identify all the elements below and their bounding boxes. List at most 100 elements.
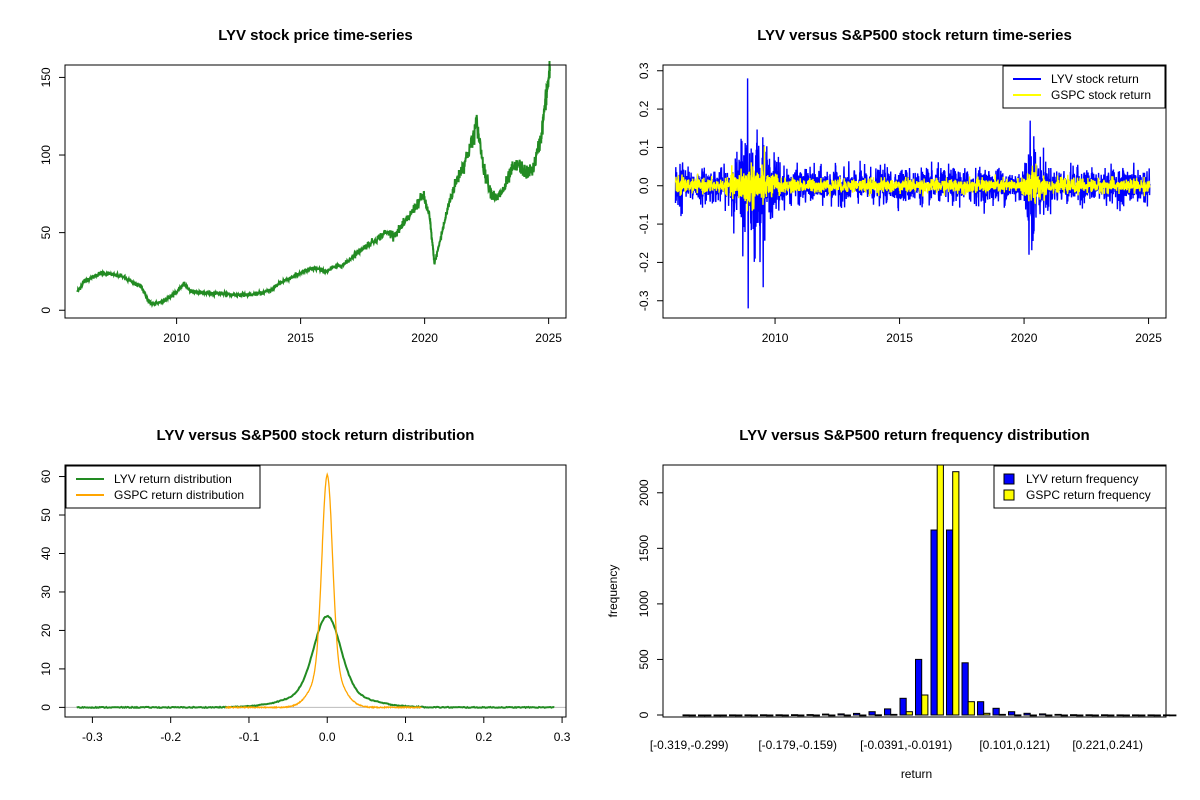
y-tick-label: 10	[39, 662, 53, 676]
lyv-frequency-bar	[822, 713, 830, 716]
lyv-frequency-bar	[1101, 714, 1109, 717]
gspc-frequency-bar	[1014, 714, 1022, 717]
plot-frame	[662, 64, 1167, 319]
gspc-density-line	[224, 472, 422, 710]
x-tick-label: [-0.179,-0.159)	[758, 738, 837, 752]
gspc-frequency-bar	[1076, 714, 1084, 717]
lyv-frequency-bar	[713, 714, 721, 717]
gspc-frequency-bar	[750, 714, 758, 717]
x-tick-label: 0.0	[319, 730, 336, 744]
lyv-frequency-bar	[899, 697, 907, 716]
x-tick-label: 0.2	[475, 730, 492, 744]
gspc-frequency-bar	[983, 712, 991, 716]
lyv-frequency-bar	[1054, 713, 1062, 716]
gspc-return-line	[674, 146, 1151, 212]
gspc-frequency-bar	[890, 713, 898, 716]
y-tick-label: 20	[39, 623, 53, 637]
plot-frame	[64, 64, 567, 319]
plot-title: LYV versus S&P500 return frequency distr…	[739, 427, 1089, 444]
price-timeseries-plot: 2010 2015 2020 2025 0 50 100 150 LYV stock price…	[39, 27, 567, 345]
lyv-frequency-bar	[1008, 711, 1016, 716]
lyv-frequency-bar	[915, 658, 923, 716]
legend-label: GSPC return frequency	[1026, 488, 1151, 502]
y-tick-label: 40	[39, 546, 53, 560]
gspc-frequency-bar	[1107, 714, 1115, 717]
lyv-density-line	[76, 614, 555, 710]
return-density-plot: -0.3 -0.2 -0.1 0.0 0.1 0.2 0.3 0 10 20 30 40 50 60 LYV…	[39, 427, 571, 744]
y-tick-label: 50	[39, 508, 53, 522]
x-tick-label: 2025	[1135, 331, 1162, 345]
y-tick-label: -0.3	[637, 290, 651, 311]
legend-label: LYV return distribution	[114, 472, 232, 486]
y-tick-label: 100	[39, 145, 53, 165]
lyv-frequency-bar	[930, 529, 938, 716]
x-tick-label: 2020	[1011, 331, 1038, 345]
lyv-frequency-bar	[868, 711, 876, 716]
x-tick-label: [0.221,0.241)	[1072, 738, 1143, 752]
y-tick-label: 0.2	[637, 100, 651, 117]
x-tick-label: 2025	[535, 331, 562, 345]
x-tick-label: -0.1	[239, 730, 260, 744]
y-tick-label: -0.1	[637, 213, 651, 234]
lyv-frequency-bar	[729, 714, 737, 717]
lyv-frequency-bar	[806, 714, 814, 716]
legend-label: LYV return frequency	[1026, 472, 1139, 486]
plot-frame	[64, 464, 567, 718]
gspc-frequency-bar	[1060, 714, 1068, 717]
gspc-frequency-bar	[812, 714, 820, 717]
gspc-frequency-bar	[921, 694, 929, 716]
y-tick-label: 150	[39, 67, 53, 87]
gspc-frequency-bar	[952, 471, 960, 716]
gspc-frequency-bar	[1122, 714, 1130, 717]
price-series-line	[76, 60, 551, 309]
gspc-frequency-bar	[688, 714, 696, 717]
x-axis-title: return	[901, 767, 932, 781]
lyv-frequency-bar	[760, 714, 768, 717]
gspc-frequency-bar	[1153, 714, 1161, 717]
lyv-frequency-bar	[1132, 714, 1140, 717]
x-tick-label: [0.101,0.121)	[979, 738, 1050, 752]
lyv-frequency-bar	[853, 712, 861, 716]
x-tick-label: -0.2	[160, 730, 181, 744]
plot-title: LYV versus S&P500 stock return time-seri…	[757, 27, 1072, 44]
plot-title: LYV stock price time-series	[218, 27, 413, 44]
gspc-frequency-bar	[905, 711, 913, 716]
legend-box	[65, 465, 261, 509]
lyv-frequency-bar	[1116, 714, 1124, 717]
x-tick-label: 2010	[163, 331, 190, 345]
gspc-frequency-bar	[967, 701, 975, 716]
gspc-frequency-bar	[859, 714, 867, 717]
lyv-frequency-bar	[1070, 714, 1078, 717]
gspc-frequency-bar	[719, 714, 727, 717]
gspc-frequency-bar	[1091, 714, 1099, 717]
y-tick-label: 0.0	[637, 177, 651, 194]
x-tick-label: 2010	[762, 331, 789, 345]
gspc-frequency-bar	[998, 713, 1006, 716]
lyv-frequency-bar	[1163, 714, 1171, 717]
y-tick-label: 1000	[637, 590, 651, 617]
y-tick-label: -0.2	[637, 252, 651, 273]
y-tick-label: 500	[637, 649, 651, 669]
lyv-frequency-bar	[1039, 713, 1047, 716]
x-tick-label: -0.3	[82, 730, 103, 744]
lyv-frequency-bar	[837, 713, 845, 716]
return-frequency-plot: [-0.319,-0.299) [-0.179,-0.159) [-0.0391,-…	[606, 427, 1177, 781]
y-tick-label: 0.1	[637, 139, 651, 156]
gspc-frequency-bar	[781, 714, 789, 717]
legend-label: GSPC return distribution	[114, 488, 244, 502]
x-tick-label: 0.1	[397, 730, 414, 744]
gspc-frequency-bar	[1029, 714, 1037, 717]
gspc-frequency-bar	[874, 714, 882, 717]
gspc-frequency-bar	[1138, 714, 1146, 717]
lyv-frequency-bar	[698, 714, 706, 717]
y-tick-label: 50	[39, 226, 53, 240]
lyv-frequency-bar	[682, 714, 690, 717]
x-tick-label: 2015	[886, 331, 913, 345]
plot-title: LYV versus S&P500 stock return distribut…	[157, 427, 475, 444]
y-tick-label: 1500	[637, 535, 651, 562]
y-tick-label: 0	[637, 711, 651, 718]
x-tick-label: 2015	[287, 331, 314, 345]
x-tick-label: 2020	[411, 331, 438, 345]
lyv-frequency-bar	[791, 714, 799, 717]
